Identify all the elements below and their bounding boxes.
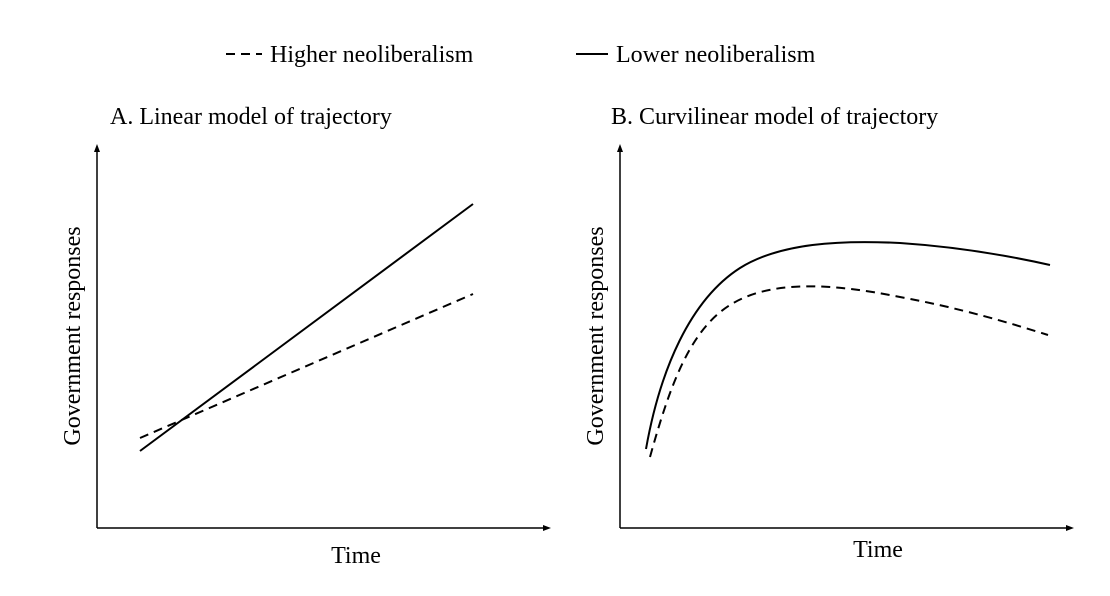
panel-a-line-lower-neoliberalism <box>139 203 474 452</box>
legend-dashed-label: Higher neoliberalism <box>270 42 474 68</box>
panel-b-curve-lower-neoliberalism <box>645 241 1051 450</box>
panel-a-y-label: Government responses <box>60 226 86 445</box>
panel-b-y-label: Government responses <box>583 226 609 445</box>
panel-a-x-label: Time <box>331 543 381 569</box>
legend: Higher neoliberalism Lower neoliberalism <box>226 42 816 68</box>
panel-b-title: B. Curvilinear model of trajectory <box>611 104 938 130</box>
panel-b-x-label: Time <box>853 537 903 563</box>
panel-a-line-higher-neoliberalism <box>139 293 474 439</box>
panel-a: A. Linear model of trajectory Government… <box>60 104 551 569</box>
panel-b-curve-higher-neoliberalism <box>649 285 1049 458</box>
panel-a-title: A. Linear model of trajectory <box>110 104 392 130</box>
legend-solid-label: Lower neoliberalism <box>616 42 816 68</box>
panel-b: B. Curvilinear model of trajectory Gover… <box>583 104 1074 563</box>
